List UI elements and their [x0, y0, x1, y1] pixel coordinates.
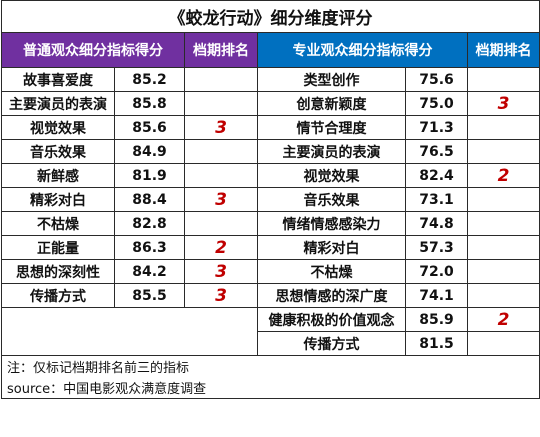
table-title: 《蛟龙行动》细分维度评分	[0, 0, 540, 33]
general-rank	[184, 139, 258, 164]
pro-score: 57.3	[405, 235, 468, 260]
pro-label: 精彩对白	[257, 235, 406, 260]
table-row: 不枯燥 82.8 情绪情感感染力 74.8	[1, 211, 540, 236]
pro-score: 71.3	[405, 115, 468, 140]
general-score: 85.6	[114, 115, 185, 140]
general-score: 86.3	[114, 235, 185, 260]
table-row: 传播方式 81.5	[2, 331, 540, 356]
pro-rank	[466, 115, 540, 140]
pro-label: 情节合理度	[257, 115, 406, 140]
pro-label: 类型创作	[257, 67, 406, 92]
general-rank	[184, 163, 258, 188]
pro-label: 创意新颖度	[257, 91, 406, 116]
pro-score: 76.5	[405, 139, 468, 164]
general-rank-header: 档期排名	[184, 32, 258, 68]
pro-header: 专业观众细分指标得分	[257, 32, 468, 68]
pro-rank	[466, 331, 540, 356]
general-rank: 3	[184, 283, 258, 308]
pro-rank	[466, 235, 540, 260]
pro-rank	[466, 283, 540, 308]
pro-score: 74.8	[405, 211, 468, 236]
table-row: 主要演员的表演 85.8 创意新颖度 75.0 3	[1, 91, 540, 116]
general-label: 主要演员的表演	[1, 91, 115, 116]
pro-label: 视觉效果	[257, 163, 406, 188]
table-row: 正能量 86.3 2 精彩对白 57.3	[1, 235, 540, 260]
table-row: 传播方式 85.5 3 思想情感的深广度 74.1	[1, 283, 540, 308]
table-row: 思想的深刻性 84.2 3 不枯燥 72.0	[1, 259, 540, 284]
general-score: 84.9	[114, 139, 185, 164]
note-text: 注：仅标记档期排名前三的指标	[0, 355, 540, 377]
pro-rank	[466, 211, 540, 236]
table-row: 音乐效果 84.9 主要演员的表演 76.5	[1, 139, 540, 164]
pro-label: 健康积极的价值观念	[257, 307, 406, 332]
general-header: 普通观众细分指标得分	[1, 32, 185, 68]
pro-label: 思想情感的深广度	[257, 283, 406, 308]
source-row: source：中国电影观众满意度调查	[0, 377, 540, 399]
general-score: 81.9	[114, 163, 185, 188]
note-row: 注：仅标记档期排名前三的指标	[0, 355, 540, 377]
pro-rank: 3	[466, 91, 540, 116]
general-rank: 3	[184, 115, 258, 140]
general-score: 82.8	[114, 211, 185, 236]
pro-score: 73.1	[405, 187, 468, 212]
title-row: 《蛟龙行动》细分维度评分	[0, 0, 540, 33]
general-label: 思想的深刻性	[1, 259, 115, 284]
pro-label: 传播方式	[257, 331, 406, 356]
general-label: 正能量	[1, 235, 115, 260]
pro-score: 82.4	[405, 163, 468, 188]
general-rank: 3	[184, 187, 258, 212]
header-row: 普通观众细分指标得分 档期排名 专业观众细分指标得分 档期排名	[1, 32, 540, 68]
general-label: 精彩对白	[1, 187, 115, 212]
pro-label: 情绪情感感染力	[257, 211, 406, 236]
table-row: 健康积极的价值观念 85.9 2	[1, 307, 540, 356]
general-score: 85.2	[114, 67, 185, 92]
general-label: 传播方式	[1, 283, 115, 308]
rating-table: 《蛟龙行动》细分维度评分 普通观众细分指标得分 档期排名 专业观众细分指标得分 …	[0, 0, 540, 399]
table-row: 新鲜感 81.9 视觉效果 82.4 2	[1, 163, 540, 188]
pro-label: 不枯燥	[257, 259, 406, 284]
table-row: 视觉效果 85.6 3 情节合理度 71.3	[1, 115, 540, 140]
general-score: 85.8	[114, 91, 185, 116]
pro-rank: 2	[466, 307, 540, 332]
pro-rank	[466, 139, 540, 164]
general-rank	[184, 91, 258, 116]
pro-score: 81.5	[405, 331, 468, 356]
pro-score: 75.0	[405, 91, 468, 116]
pro-rank	[466, 187, 540, 212]
general-label: 不枯燥	[1, 211, 115, 236]
general-label: 新鲜感	[1, 163, 115, 188]
pro-rank	[466, 259, 540, 284]
general-rank: 3	[184, 259, 258, 284]
table-row: 故事喜爱度 85.2 类型创作 75.6	[1, 67, 540, 92]
empty-cell	[1, 307, 258, 356]
general-score: 84.2	[114, 259, 185, 284]
pro-label: 音乐效果	[257, 187, 406, 212]
pro-score: 74.1	[405, 283, 468, 308]
pro-rank: 2	[466, 163, 540, 188]
general-rank: 2	[184, 235, 258, 260]
pro-score: 75.6	[405, 67, 468, 92]
general-rank	[184, 211, 258, 236]
pro-score: 85.9	[405, 307, 468, 332]
pro-score: 72.0	[405, 259, 468, 284]
pro-rank-header: 档期排名	[466, 32, 540, 68]
pro-rank	[466, 67, 540, 92]
general-score: 88.4	[114, 187, 185, 212]
general-label: 故事喜爱度	[1, 67, 115, 92]
pro-label: 主要演员的表演	[257, 139, 406, 164]
general-rank	[184, 67, 258, 92]
general-score: 85.5	[114, 283, 185, 308]
table-row: 精彩对白 88.4 3 音乐效果 73.1	[1, 187, 540, 212]
source-text: source：中国电影观众满意度调查	[0, 377, 540, 399]
general-label: 视觉效果	[1, 115, 115, 140]
general-label: 音乐效果	[1, 139, 115, 164]
